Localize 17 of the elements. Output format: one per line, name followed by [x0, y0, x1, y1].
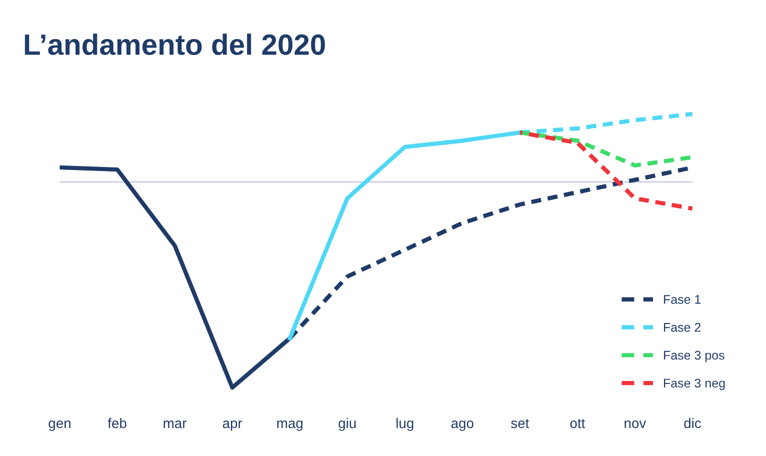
x-tick-label: nov [624, 420, 646, 428]
x-tick-label: apr [222, 420, 242, 431]
x-tick-label: set [511, 419, 530, 428]
x-tick-label: lug [396, 418, 414, 431]
x-tick-label: giu [338, 418, 356, 431]
legend-label: Fase 1 [664, 295, 701, 304]
legend-label: Fase 2 [664, 322, 701, 332]
legend-label: Fase 3 neg [664, 378, 725, 390]
x-tick-label: ott [570, 419, 586, 428]
chart-title: L’andamento del 2020 [24, 34, 325, 56]
x-tick-label: dic [684, 418, 701, 428]
x-tick-label: mag [277, 420, 302, 431]
legend-label: Fase 3 pos [664, 350, 724, 362]
x-tick-label: feb [108, 418, 126, 428]
x-tick-label: gen [48, 420, 70, 431]
x-tick-label: mar [164, 420, 187, 428]
x-tick-label: ago [451, 420, 474, 431]
